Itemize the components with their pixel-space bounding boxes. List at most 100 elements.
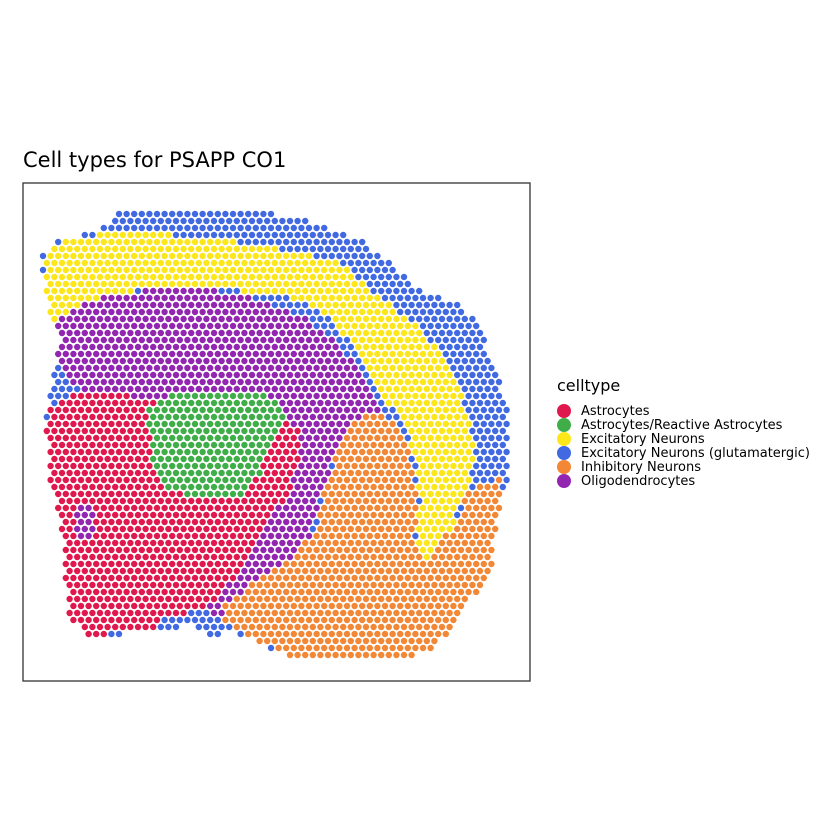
spot-excitatory-glutamatergic [457, 364, 465, 372]
spot-astrocyte [107, 476, 116, 484]
spot-oligodendrocyte [168, 294, 176, 302]
spot-excitatory-glutamatergic [362, 259, 370, 267]
spot-astrocyte [130, 602, 138, 610]
spot-oligodendrocyte [210, 357, 218, 365]
spot-astrocyte [73, 609, 81, 617]
spot-oligodendrocyte [301, 511, 310, 519]
spot-astrocyte [248, 525, 256, 533]
spot-excitatory-neuron [411, 378, 420, 386]
spot-excitatory-neuron [122, 280, 131, 288]
spot-astrocyte [103, 413, 112, 421]
spot-excitatory-glutamatergic [255, 231, 264, 239]
spot-oligodendrocyte [327, 364, 336, 372]
spot-excitatory-glutamatergic [430, 329, 439, 337]
spot-oligodendrocyte [350, 406, 359, 414]
spot-astrocyte [126, 469, 135, 477]
spot-excitatory-neuron [73, 259, 81, 267]
spot-excitatory-neuron [362, 343, 370, 351]
spot-oligodendrocyte [248, 371, 256, 379]
spot-oligodendrocyte [198, 322, 207, 330]
spot-astrocyte [233, 497, 241, 505]
spot-oligodendrocyte [240, 315, 249, 323]
spot-reactive-astrocyte [233, 441, 241, 449]
spot-excitatory-glutamatergic [308, 231, 317, 239]
spot-excitatory-glutamatergic [187, 217, 195, 225]
spot-astrocyte [172, 609, 180, 617]
spot-inhibitory-neuron [362, 581, 370, 589]
spot-oligodendrocyte [100, 378, 108, 386]
spot-excitatory-glutamatergic [183, 210, 192, 218]
spot-astrocyte [54, 504, 63, 512]
spot-inhibitory-neuron [362, 511, 370, 519]
spot-reactive-astrocyte [255, 427, 264, 435]
spot-excitatory-glutamatergic [42, 413, 51, 421]
spot-reactive-astrocyte [236, 392, 245, 400]
spot-inhibitory-neuron [411, 504, 420, 512]
spot-inhibitory-neuron [460, 581, 469, 589]
spot-astrocyte [141, 469, 150, 477]
spot-inhibitory-neuron [434, 546, 443, 554]
spot-excitatory-neuron [293, 259, 302, 267]
spot-inhibitory-neuron [335, 490, 344, 498]
spot-astrocyte [111, 581, 119, 589]
spot-oligodendrocyte [252, 350, 260, 358]
spot-inhibitory-neuron [434, 630, 443, 638]
spot-inhibitory-neuron [354, 427, 363, 435]
spot-excitatory-neuron [415, 399, 424, 407]
spot-inhibitory-neuron [305, 588, 313, 596]
spot-astrocyte [103, 623, 112, 631]
spot-excitatory-neuron [69, 294, 78, 302]
spot-excitatory-neuron [453, 399, 462, 407]
spot-inhibitory-neuron [346, 567, 355, 575]
spot-inhibitory-neuron [286, 651, 294, 659]
spot-excitatory-glutamatergic [491, 413, 500, 421]
spot-inhibitory-neuron [233, 595, 241, 603]
spot-excitatory-neuron [422, 497, 431, 505]
spot-excitatory-glutamatergic [491, 441, 500, 449]
spot-excitatory-neuron [324, 273, 332, 281]
spot-inhibitory-neuron [282, 616, 291, 624]
spot-inhibitory-neuron [289, 644, 298, 652]
spot-astrocyte [81, 567, 89, 575]
spot-excitatory-glutamatergic [278, 231, 287, 239]
spot-inhibitory-neuron [339, 539, 348, 547]
spot-excitatory-glutamatergic [460, 343, 469, 351]
spot-astrocyte [88, 497, 97, 505]
spot-oligodendrocyte [206, 322, 214, 330]
spot-excitatory-neuron [62, 308, 70, 316]
spot-astrocyte [191, 504, 199, 512]
spot-excitatory-neuron [392, 371, 401, 379]
spot-inhibitory-neuron [343, 490, 351, 498]
spot-oligodendrocyte [320, 350, 329, 358]
spot-excitatory-glutamatergic [495, 420, 503, 428]
spot-excitatory-neuron [422, 441, 431, 449]
spot-inhibitory-neuron [403, 490, 412, 498]
spot-astrocyte [107, 434, 116, 442]
spot-excitatory-neuron [460, 427, 469, 435]
spot-excitatory-glutamatergic [438, 301, 446, 309]
spot-astrocyte [126, 427, 135, 435]
spot-oligodendrocyte [248, 553, 256, 561]
spot-excitatory-neuron [286, 287, 294, 295]
spot-oligodendrocyte [198, 350, 207, 358]
spot-inhibitory-neuron [476, 511, 484, 519]
spot-oligodendrocyte [259, 364, 268, 372]
spot-excitatory-glutamatergic [214, 224, 222, 232]
spot-excitatory-glutamatergic [187, 609, 195, 617]
spot-oligodendrocyte [259, 308, 268, 316]
spot-oligodendrocyte [214, 378, 222, 386]
spot-excitatory-glutamatergic [426, 294, 435, 302]
spot-excitatory-glutamatergic [419, 308, 427, 316]
spot-inhibitory-neuron [282, 630, 291, 638]
spot-astrocyte [88, 455, 97, 463]
spot-excitatory-glutamatergic [289, 308, 298, 316]
spot-excitatory-neuron [301, 273, 310, 281]
spot-excitatory-glutamatergic [217, 287, 226, 295]
spot-excitatory-neuron [286, 273, 294, 281]
spot-oligodendrocyte [145, 364, 154, 372]
spot-inhibitory-neuron [407, 539, 416, 547]
spot-inhibitory-neuron [392, 455, 401, 463]
spot-excitatory-glutamatergic [168, 616, 176, 624]
spot-oligodendrocyte [312, 490, 321, 498]
spot-inhibitory-neuron [316, 623, 325, 631]
